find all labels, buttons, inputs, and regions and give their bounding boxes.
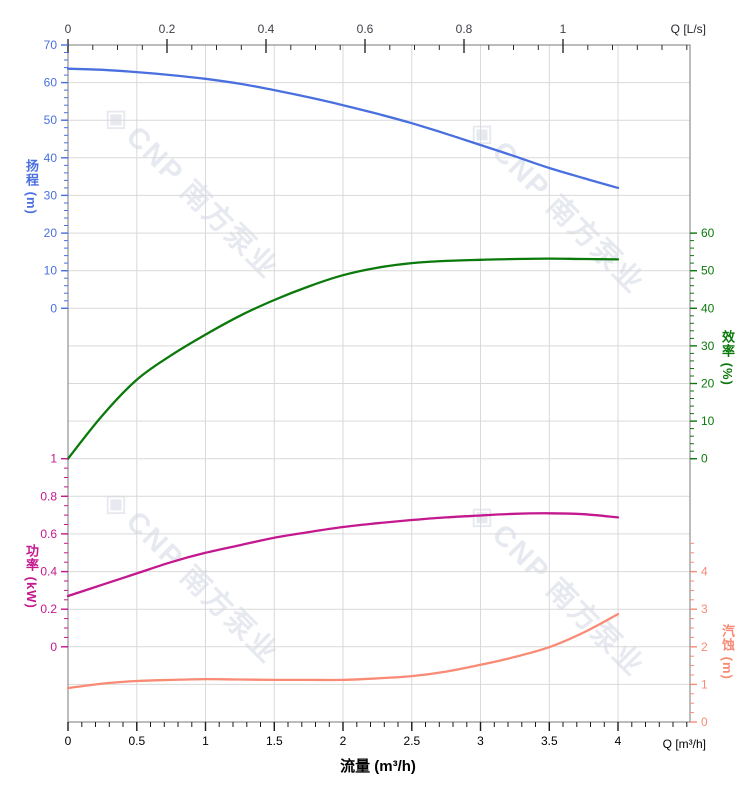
efficiency-axis-title: 效率 (%) [720, 330, 735, 386]
bottom-tick-label: 2 [340, 734, 347, 748]
npsh-tick-label: 0 [701, 715, 708, 729]
power-axis-title: 功率 (kW) [24, 543, 39, 609]
bottom-tick-label: 0.5 [128, 734, 145, 748]
head-tick-label: 20 [44, 226, 58, 240]
npsh-tick-label: 1 [701, 677, 708, 691]
efficiency-tick-label: 30 [701, 339, 715, 353]
bottom-tick-label: 2.5 [403, 734, 420, 748]
bottom-tick-label: 3.5 [541, 734, 558, 748]
head-tick-label: 40 [44, 151, 58, 165]
head-curve [66, 67, 620, 190]
power-tick-label: 0.8 [40, 489, 57, 503]
npsh-tick-label: 2 [701, 640, 708, 654]
head-tick-label: 70 [44, 38, 58, 52]
head-tick-label: 10 [44, 264, 58, 278]
top-tick-label: 0.8 [456, 22, 473, 36]
head-tick-label: 0 [50, 301, 57, 315]
bottom-tick-label: 1.5 [266, 734, 283, 748]
efficiency-tick-label: 50 [701, 264, 715, 278]
efficiency-tick-label: 0 [701, 452, 708, 466]
power-tick-label: 0.4 [40, 565, 57, 579]
npsh-tick-label: 4 [701, 565, 708, 579]
power-tick-label: 0.6 [40, 527, 57, 541]
npsh-axis-title: 汽蚀 (m) [720, 624, 735, 680]
power-tick-label: 0.2 [40, 602, 57, 616]
top-tick-label: 1 [560, 22, 567, 36]
head-axis-title: 扬程 (m) [24, 159, 39, 215]
flow-axis-title: 流量 (m³/h) [340, 758, 416, 775]
power-tick-label: 1 [50, 452, 57, 466]
head-tick-label: 50 [44, 113, 58, 127]
bottom-tick-label: 3 [477, 734, 484, 748]
power-tick-label: 0 [50, 640, 57, 654]
top-axis-unit-label: Q [L/s] [670, 22, 706, 36]
bottom-tick-label: 0 [65, 734, 72, 748]
npsh-curve [66, 612, 620, 690]
head-tick-label: 30 [44, 188, 58, 202]
bottom-tick-label: 4 [615, 734, 622, 748]
npsh-tick-label: 3 [701, 602, 708, 616]
efficiency-curve [66, 257, 620, 460]
top-tick-label: 0 [65, 22, 72, 36]
head-tick-label: 60 [44, 76, 58, 90]
power-curve [66, 512, 620, 598]
bottom-axis-unit-label: Q [m³/h] [662, 737, 706, 751]
efficiency-tick-label: 60 [701, 226, 715, 240]
bottom-tick-label: 1 [202, 734, 209, 748]
top-tick-label: 0.2 [159, 22, 176, 36]
efficiency-tick-label: 10 [701, 414, 715, 428]
efficiency-tick-label: 20 [701, 377, 715, 391]
top-tick-label: 0.6 [357, 22, 374, 36]
efficiency-tick-label: 40 [701, 301, 715, 315]
top-tick-label: 0.4 [258, 22, 275, 36]
